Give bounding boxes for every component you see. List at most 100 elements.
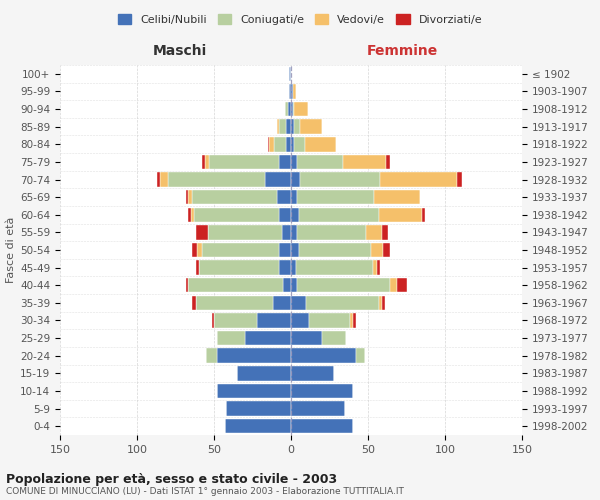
Bar xyxy=(291,296,307,310)
Bar xyxy=(202,243,278,257)
Bar xyxy=(291,84,293,98)
Bar xyxy=(217,348,291,363)
Text: COMUNE DI MINUCCIANO (LU) - Dati ISTAT 1° gennaio 2003 - Elaborazione TUTTITALIA: COMUNE DI MINUCCIANO (LU) - Dati ISTAT 1… xyxy=(6,488,404,496)
Bar xyxy=(305,137,335,152)
Bar xyxy=(291,402,345,416)
Bar xyxy=(382,225,388,240)
Bar xyxy=(289,84,291,98)
Bar xyxy=(282,225,291,240)
Bar xyxy=(291,366,334,380)
Bar xyxy=(157,172,160,186)
Bar xyxy=(289,66,291,81)
Bar xyxy=(300,120,322,134)
Bar xyxy=(294,137,305,152)
Bar xyxy=(291,278,297,292)
Bar xyxy=(265,172,291,186)
Bar xyxy=(367,225,382,240)
Bar xyxy=(288,102,291,117)
Bar xyxy=(291,331,322,345)
Bar xyxy=(422,208,425,222)
Bar xyxy=(379,296,382,310)
Bar xyxy=(300,172,380,186)
Bar xyxy=(291,348,356,363)
Bar xyxy=(206,348,217,363)
Bar xyxy=(194,208,278,222)
Bar xyxy=(278,243,291,257)
Y-axis label: Fasce di età: Fasce di età xyxy=(6,217,16,283)
Bar xyxy=(193,243,197,257)
Bar xyxy=(291,419,353,434)
Bar xyxy=(373,260,377,275)
Bar xyxy=(202,154,205,169)
Bar xyxy=(196,296,272,310)
Bar xyxy=(291,225,297,240)
Text: Popolazione per età, sesso e stato civile - 2003: Popolazione per età, sesso e stato civil… xyxy=(6,472,337,486)
Bar xyxy=(356,348,365,363)
Legend: Celibi/Nubili, Coniugati/e, Vedovi/e, Divorziati/e: Celibi/Nubili, Coniugati/e, Vedovi/e, Di… xyxy=(115,10,485,28)
Bar xyxy=(188,208,191,222)
Bar xyxy=(217,384,291,398)
Bar xyxy=(377,260,380,275)
Text: Maschi: Maschi xyxy=(153,44,207,58)
Bar xyxy=(457,172,462,186)
Bar xyxy=(299,243,371,257)
Bar xyxy=(297,225,367,240)
Bar xyxy=(283,278,291,292)
Bar xyxy=(307,296,379,310)
Bar xyxy=(291,172,300,186)
Bar xyxy=(297,190,374,204)
Bar xyxy=(383,243,389,257)
Bar xyxy=(286,120,291,134)
Bar xyxy=(272,296,291,310)
Bar xyxy=(197,243,202,257)
Bar xyxy=(193,296,196,310)
Bar xyxy=(397,278,407,292)
Bar xyxy=(274,137,286,152)
Bar xyxy=(226,402,291,416)
Bar xyxy=(160,172,168,186)
Bar xyxy=(196,225,208,240)
Bar xyxy=(199,260,278,275)
Text: Femmine: Femmine xyxy=(366,44,437,58)
Bar xyxy=(294,120,300,134)
Bar xyxy=(293,84,296,98)
Bar xyxy=(389,278,397,292)
Bar xyxy=(291,120,294,134)
Bar xyxy=(285,102,288,117)
Bar xyxy=(350,314,353,328)
Bar xyxy=(214,314,257,328)
Bar xyxy=(237,366,291,380)
Bar xyxy=(278,208,291,222)
Bar xyxy=(186,190,188,204)
Bar xyxy=(168,172,265,186)
Bar xyxy=(188,278,283,292)
Bar xyxy=(268,137,269,152)
Bar xyxy=(374,190,421,204)
Bar xyxy=(208,225,282,240)
Bar xyxy=(291,208,299,222)
Bar xyxy=(343,154,386,169)
Bar xyxy=(193,190,277,204)
Bar xyxy=(209,154,278,169)
Bar xyxy=(386,154,389,169)
Bar xyxy=(296,260,373,275)
Bar xyxy=(269,137,274,152)
Bar xyxy=(299,208,379,222)
Bar xyxy=(286,137,291,152)
Bar xyxy=(188,190,193,204)
Bar xyxy=(277,190,291,204)
Bar xyxy=(291,314,310,328)
Bar xyxy=(257,314,291,328)
Bar xyxy=(294,102,308,117)
Bar xyxy=(379,208,422,222)
Bar xyxy=(217,331,245,345)
Bar xyxy=(380,172,457,186)
Bar xyxy=(191,208,194,222)
Bar xyxy=(297,278,389,292)
Y-axis label: Anni di nascita: Anni di nascita xyxy=(598,209,600,291)
Bar xyxy=(291,154,297,169)
Bar xyxy=(322,331,346,345)
Bar xyxy=(225,419,291,434)
Bar xyxy=(291,260,296,275)
Bar xyxy=(297,154,343,169)
